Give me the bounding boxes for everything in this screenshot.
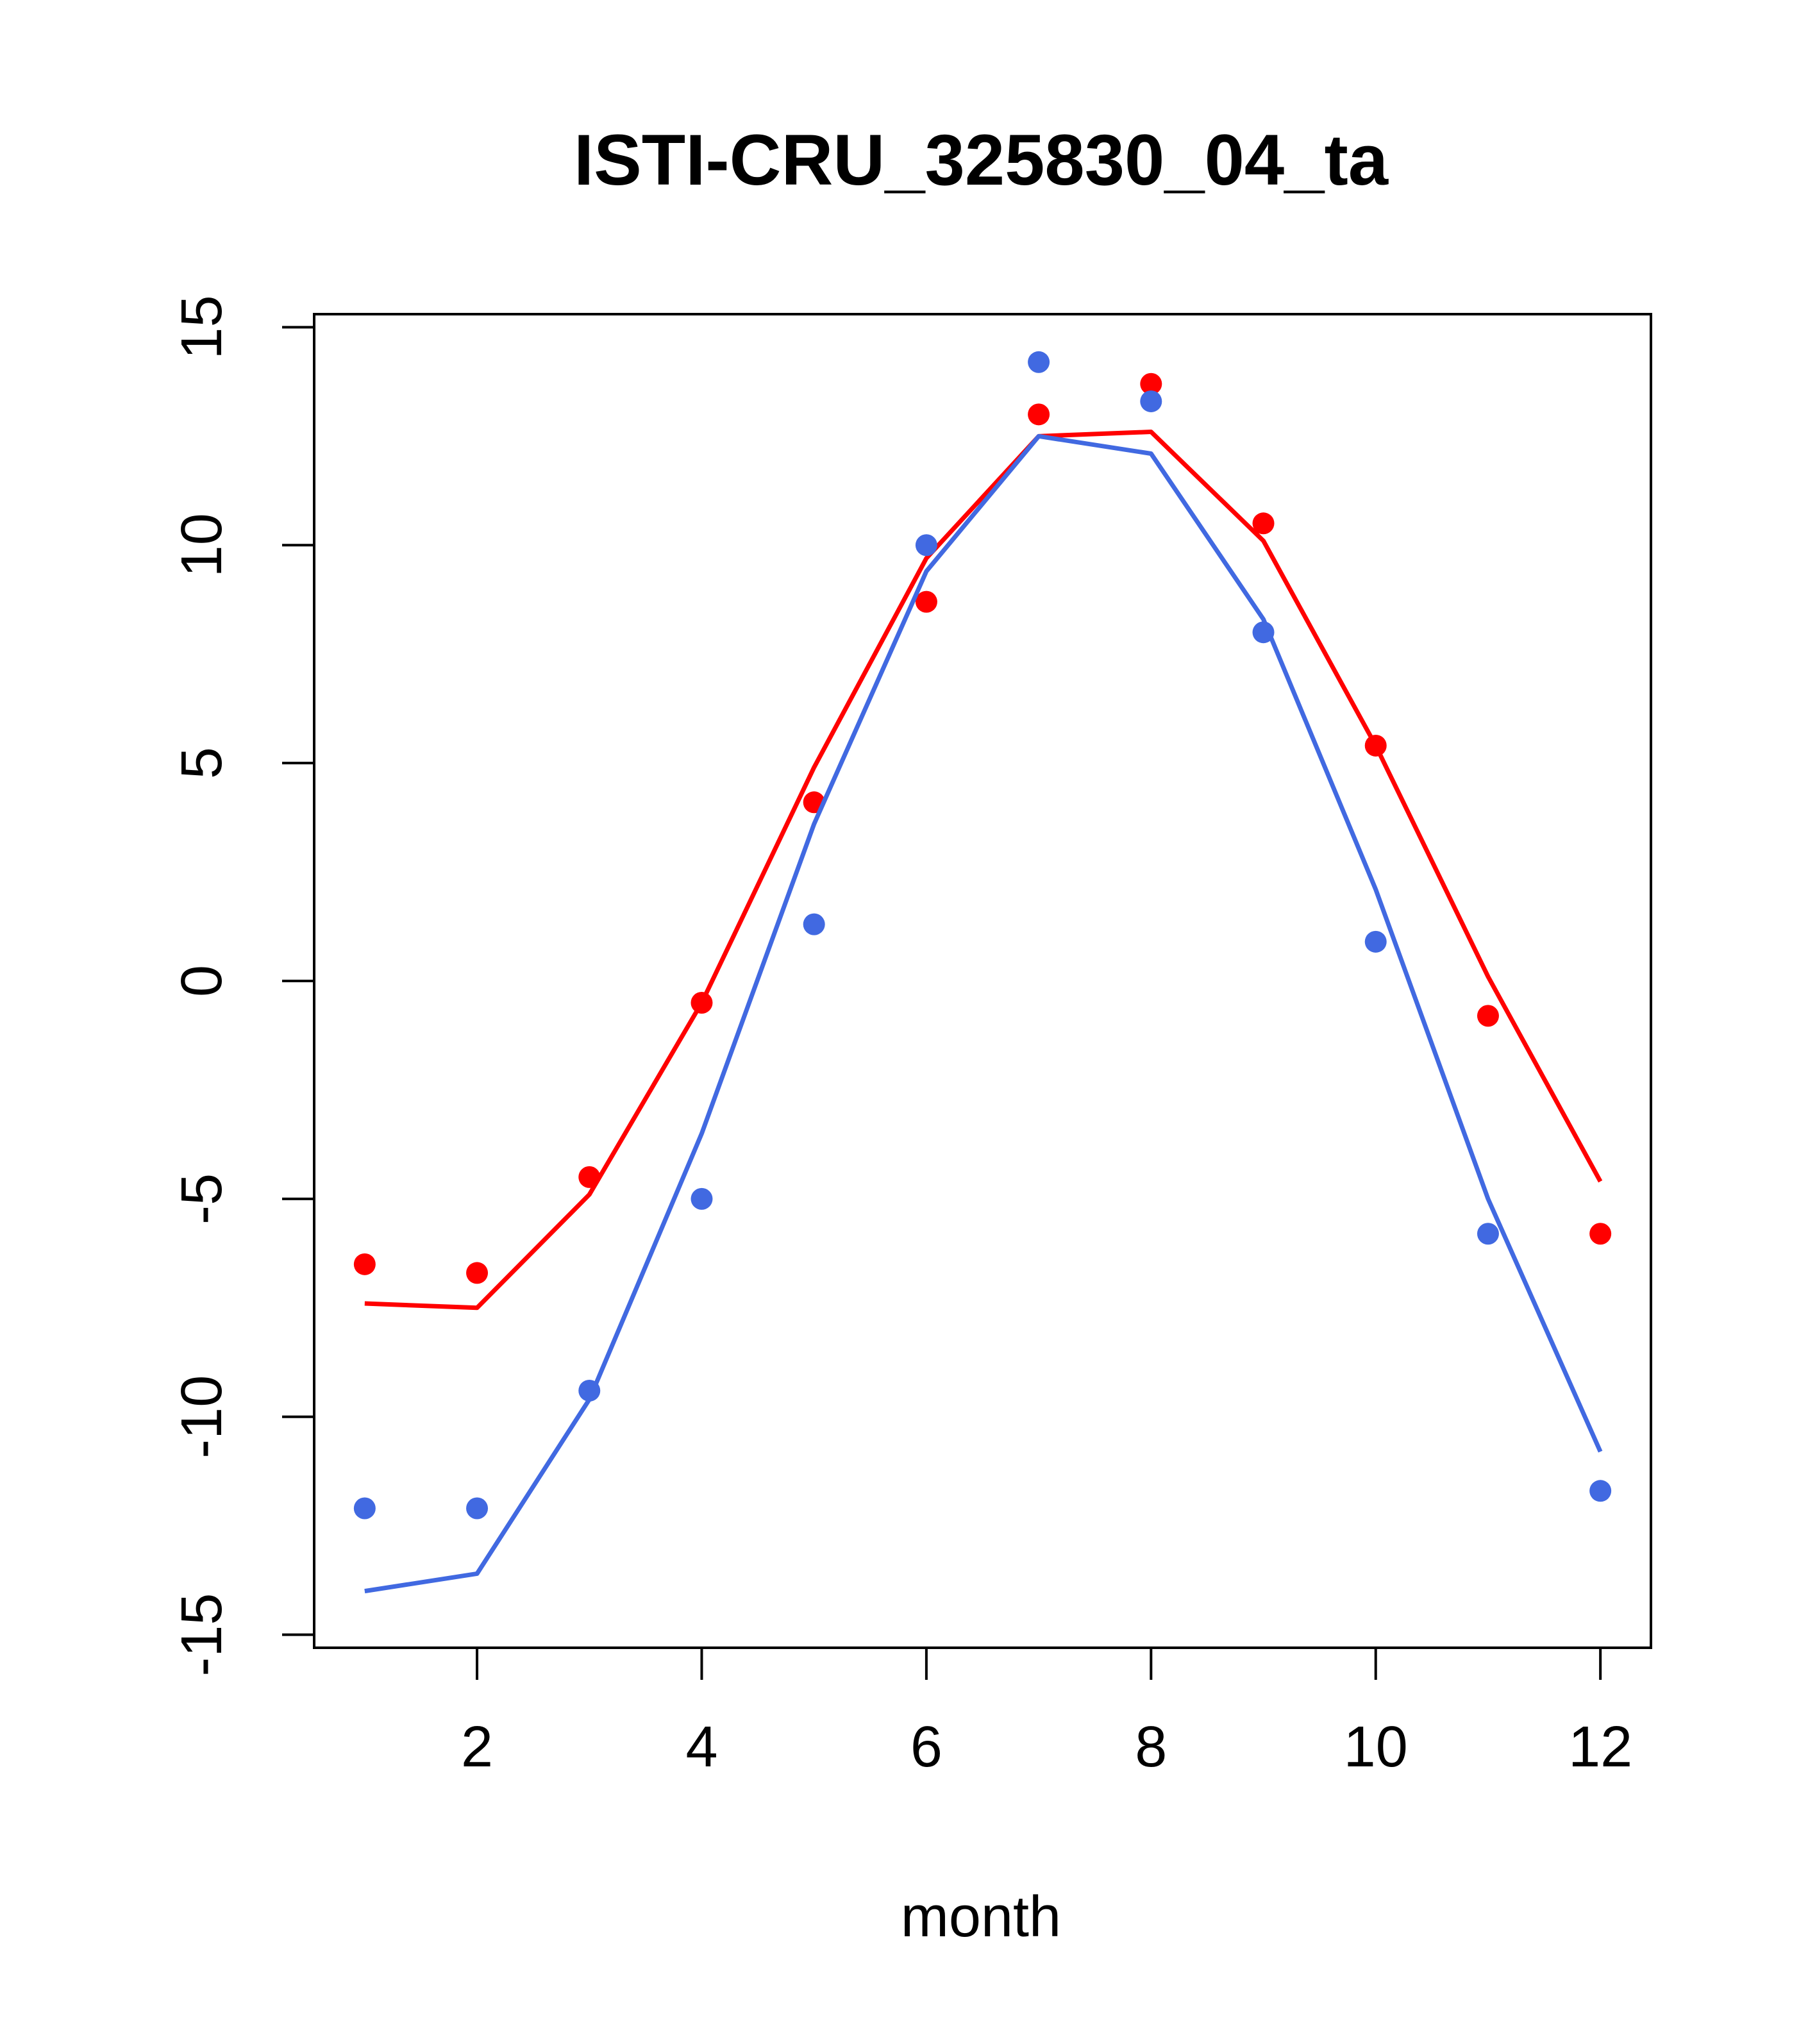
y-axis: -15 -10 -5 0 5 10 15 — [170, 295, 315, 1677]
chart-title: ISTI-CRU_325830_04_ta — [574, 120, 1389, 200]
series-2-point — [1028, 351, 1050, 373]
series-2-point — [1252, 621, 1275, 644]
series-1-point — [466, 1262, 489, 1284]
series-1-point — [691, 991, 713, 1014]
series-2-point — [578, 1379, 601, 1402]
y-tick-label: -10 — [170, 1375, 234, 1459]
series-2-point — [1477, 1223, 1499, 1245]
y-tick-label: -15 — [170, 1593, 234, 1677]
y-tick-label: 5 — [170, 747, 234, 779]
series-1-point — [1364, 734, 1387, 757]
series-1-point — [1477, 1005, 1499, 1027]
series-2-point — [1589, 1480, 1612, 1502]
series-1-point — [1028, 403, 1050, 426]
series-2-point — [803, 913, 825, 935]
series-1-point — [915, 591, 937, 613]
series-2-point — [353, 1497, 376, 1520]
series-2-line — [364, 433, 1603, 1594]
series-2-point — [691, 1187, 713, 1210]
x-tick-label: 2 — [461, 1715, 493, 1779]
y-tick-label: 15 — [170, 295, 234, 359]
series-layer — [353, 351, 1612, 1594]
series-2-point — [915, 534, 937, 557]
x-tick-label: 12 — [1568, 1715, 1632, 1779]
series-1-point — [353, 1253, 376, 1275]
x-axis-label: month — [901, 1885, 1061, 1949]
x-tick-label: 4 — [685, 1715, 717, 1779]
y-tick-label: 10 — [170, 513, 234, 577]
x-tick-label: 10 — [1344, 1715, 1408, 1779]
y-tick-label: -5 — [170, 1173, 234, 1225]
x-tick-label: 6 — [910, 1715, 942, 1779]
series-1-point — [1252, 512, 1275, 535]
x-tick-label: 8 — [1135, 1715, 1167, 1779]
x-axis: 2 4 6 8 10 12 — [461, 1646, 1632, 1779]
series-1-point — [1140, 373, 1162, 395]
series-1-line — [364, 430, 1603, 1311]
y-tick-label: 0 — [170, 965, 234, 997]
series-1-point — [578, 1166, 601, 1188]
series-2-point — [1364, 930, 1387, 953]
series-2-point — [466, 1497, 489, 1520]
series-2-point — [1140, 390, 1162, 412]
series-1-point — [1589, 1223, 1612, 1245]
